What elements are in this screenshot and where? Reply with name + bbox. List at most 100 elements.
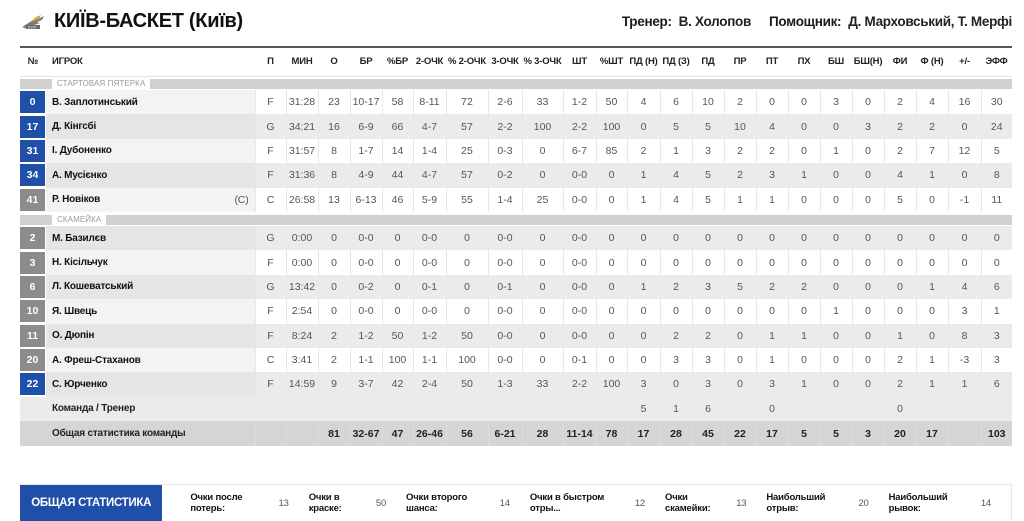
player-name[interactable]: Д. Кінгсбі [52, 121, 97, 133]
stat-cell: 3 [691, 347, 724, 373]
stat-cell: 5 [723, 274, 756, 300]
column-header[interactable]: +/- [948, 48, 981, 77]
player-row[interactable]: 31 І. Дубоненко F 31:57 8 1-7 14 1-4 25 0-3 0 6-7 85… [20, 138, 1012, 164]
column-header[interactable]: %БР [382, 48, 413, 77]
player-name-cell[interactable]: А. Фреш-Стаханов [46, 347, 255, 373]
player-row[interactable]: 6 Л. Кошеватський G 13:42 0 0-2 0 0-1 0 0-1 0 0-0 0 1… [20, 274, 1012, 300]
column-header[interactable]: № [20, 48, 46, 77]
column-header[interactable]: ПД (Н) [627, 48, 660, 77]
stat-cell: 100 [381, 347, 413, 373]
player-name-cell[interactable]: М. Базилєв [46, 225, 255, 251]
stat-cell: F [254, 163, 286, 188]
player-name[interactable]: О. Дюпін [52, 330, 95, 342]
stat-cell: 0 [851, 323, 884, 348]
column-header[interactable]: БР [350, 48, 382, 77]
column-header[interactable]: Ф (Н) [916, 48, 948, 77]
summary-stat: Наибольший отрыв: 20 [766, 492, 868, 514]
player-name[interactable]: Л. Кошеватський [52, 281, 134, 293]
player-row[interactable]: 2 М. Базилєв G 0:00 0 0-0 0 0-0 0 0-0 0 0-0 0 0 0 0 0 0 0 0… [20, 225, 1012, 251]
player-name-cell[interactable]: О. Дюпін [46, 323, 255, 348]
stat-cell: 0 [915, 299, 948, 324]
column-header[interactable]: ЭФФ [981, 48, 1012, 77]
column-header[interactable]: ПД (З) [660, 48, 692, 77]
player-row[interactable]: 0 В. Заплотинський F 31:28 23 10-17 58 8-11 72 2-… [20, 90, 1012, 115]
player-name-cell[interactable]: І. Дубоненко [46, 138, 255, 164]
summary-stat-value: 13 [736, 497, 747, 509]
stat-cell [947, 396, 981, 422]
player-row[interactable]: 10 Я. Швець F 2:54 0 0-0 0 0-0 0 0-0 0 0-0 0 0 0 0 0 0 0 1 0… [20, 299, 1012, 324]
player-row[interactable]: 20 А. Фреш-Стаханов C 3:41 2 1-1 100 1-1 100 0-0 0… [20, 347, 1012, 373]
column-header[interactable]: ПД [692, 48, 724, 77]
stat-cell [947, 421, 981, 447]
player-name-cell[interactable]: В. Заплотинський [46, 90, 255, 115]
stat-cell: 26:58 [285, 187, 318, 212]
player-row[interactable]: 17 Д. Кінгсбі G 34:21 16 6-9 66 4-7 57 2-2 100 2-2 1… [20, 114, 1012, 139]
column-header[interactable]: О [318, 48, 350, 77]
column-header[interactable]: МИН [286, 48, 318, 77]
stat-cell: C [254, 187, 286, 212]
stat-cell: 2 [883, 138, 916, 164]
stat-cell: 3 [659, 347, 692, 373]
player-name-cell[interactable]: А. Мусієнко [46, 163, 255, 188]
player-name-cell[interactable]: Н. Кісільчук [46, 250, 255, 275]
player-name-cell[interactable]: С. Юрченко [46, 372, 255, 397]
column-header[interactable]: 2-ОЧК [413, 48, 446, 77]
stat-cell: G [254, 274, 286, 300]
stat-cell: 10 [691, 90, 724, 115]
player-name[interactable]: Я. Швець [52, 305, 98, 317]
stat-cell [851, 396, 884, 422]
column-header[interactable]: ПР [724, 48, 756, 77]
player-row[interactable]: 3 Н. Кісільчук F 0:00 0 0-0 0 0-0 0 0-0 0 0-0 0 0 0 0 0 0… [20, 250, 1012, 275]
stat-cell: 0 [595, 250, 627, 275]
player-name-cell[interactable]: Д. Кінгсбі [46, 114, 255, 139]
stat-cell: 6-13 [349, 187, 382, 212]
player-row[interactable]: 22 С. Юрченко F 14:59 9 3-7 42 2-4 50 1-3 33 2-2 100… [20, 372, 1012, 397]
player-name[interactable]: А. Мусієнко [52, 169, 108, 181]
stat-cell: 0-0 [487, 299, 522, 324]
column-header[interactable]: ШТ [563, 48, 596, 77]
stat-cell: 0 [883, 225, 916, 251]
player-name-cell[interactable]: Р. Новіков (C) [46, 187, 255, 212]
stat-cell: 4 [947, 274, 981, 300]
column-header[interactable]: % 2-ОЧК [446, 48, 488, 77]
stat-cell: 0 [980, 225, 1012, 251]
stat-cell: 0 [521, 299, 563, 324]
player-row[interactable]: 34 А. Мусієнко F 31:36 8 4-9 44 4-7 57 0-2 0 0-0 0 1 4… [20, 163, 1012, 188]
player-name[interactable]: М. Базилєв [52, 232, 106, 244]
column-header[interactable]: %ШТ [596, 48, 627, 77]
column-header[interactable]: БШ(Н) [852, 48, 884, 77]
stat-cell: 0 [851, 90, 884, 115]
stat-cell: 0 [755, 90, 788, 115]
player-name[interactable]: І. Дубоненко [52, 145, 112, 157]
stat-cell: 0-0 [562, 225, 596, 251]
stat-cell: 10-17 [349, 90, 382, 115]
stat-cell: 57 [445, 114, 488, 139]
stat-cell: 0 [723, 250, 756, 275]
player-row[interactable]: 11 О. Дюпін F 8:24 2 1-2 50 1-2 50 0-0 0 0-0 0 0 2 2 0 1 1… [20, 323, 1012, 348]
stat-cell: 2-4 [412, 372, 446, 397]
section-divider: СКАМЕЙКА [20, 212, 1012, 226]
column-header[interactable]: ИГРОК [46, 48, 255, 77]
stat-cell: 1 [915, 163, 948, 188]
column-header[interactable]: ПХ [788, 48, 820, 77]
player-name-cell[interactable]: Я. Швець [46, 299, 255, 324]
player-name[interactable]: Р. Новіков [52, 194, 101, 206]
summary-stat: Очки второго шанса: 14 [406, 492, 510, 514]
summary-tab-button[interactable]: ОБЩАЯ СТАТИСТИКА [20, 484, 163, 521]
column-header[interactable]: П [255, 48, 286, 77]
summary-stat-label: Наибольший рывок: [888, 492, 948, 514]
player-row[interactable]: 41 Р. Новіков (C) C 26:58 13 6-13 46 5-9 55 1-4 25 0… [20, 187, 1012, 212]
column-header[interactable]: БШ [820, 48, 852, 77]
player-name[interactable]: С. Юрченко [52, 378, 108, 390]
column-header[interactable]: 3-ОЧК [488, 48, 522, 77]
column-header[interactable]: ПТ [756, 48, 788, 77]
stat-cell: 5 [787, 421, 820, 447]
player-name-cell[interactable]: Л. Кошеватський [46, 274, 255, 300]
stat-cell: 0 [819, 274, 852, 300]
stat-cell: 5 [819, 421, 852, 447]
column-header[interactable]: % 3-ОЧК [522, 48, 563, 77]
column-header[interactable]: ФИ [884, 48, 916, 77]
player-name[interactable]: А. Фреш-Стаханов [52, 354, 141, 366]
player-name[interactable]: В. Заплотинський [52, 96, 138, 108]
player-name[interactable]: Н. Кісільчук [52, 257, 108, 269]
